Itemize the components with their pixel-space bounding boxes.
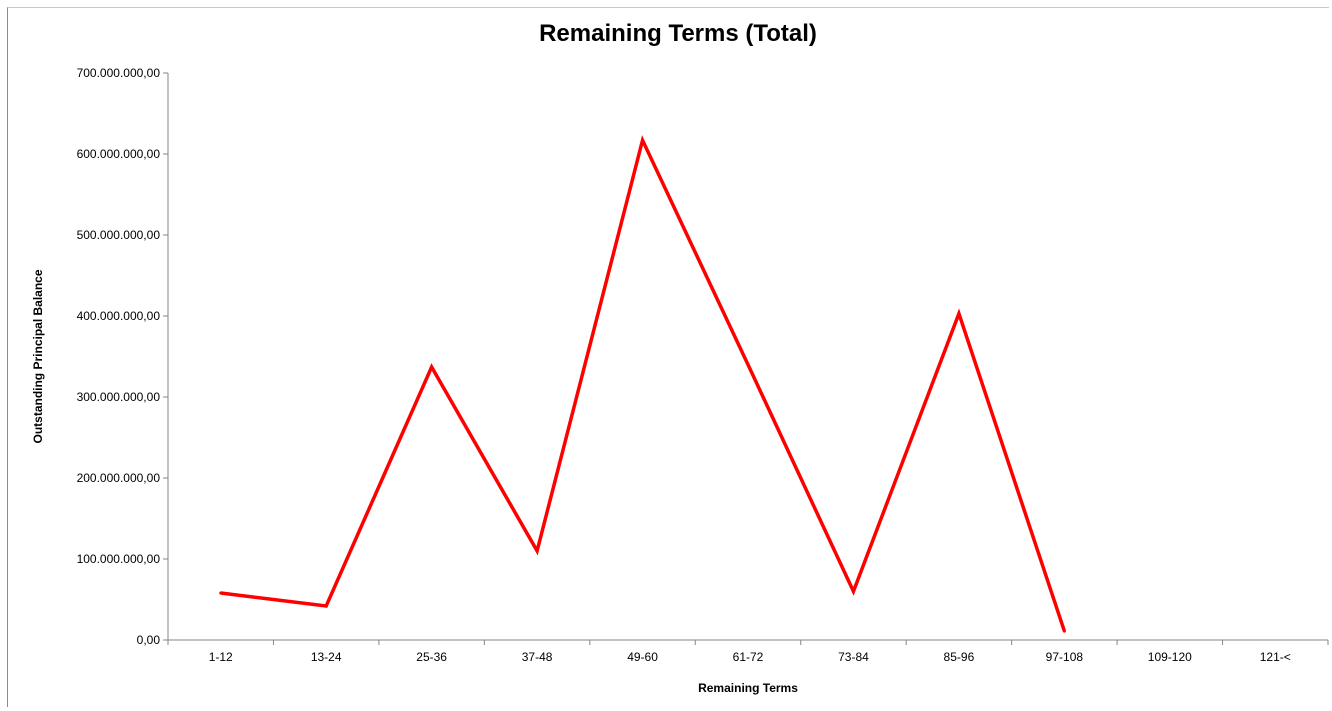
x-tick-label: 25-36 xyxy=(416,650,447,664)
y-tick-label: 0,00 xyxy=(137,633,161,647)
data-point xyxy=(1062,629,1066,633)
x-tick-label: 61-72 xyxy=(733,650,764,664)
data-point xyxy=(957,312,961,316)
y-tick-label: 100.000.000,00 xyxy=(77,552,161,566)
y-tick-label: 400.000.000,00 xyxy=(77,309,161,323)
series-group xyxy=(219,135,1067,633)
data-point xyxy=(430,365,434,369)
data-point xyxy=(641,138,645,142)
x-tick-label: 13-24 xyxy=(311,650,342,664)
chart-title: Remaining Terms (Total) xyxy=(539,20,817,47)
data-point xyxy=(324,604,328,608)
data-point xyxy=(851,589,855,593)
data-point xyxy=(219,591,223,595)
x-tick-label: 109-120 xyxy=(1148,650,1192,664)
x-tick-label: 85-96 xyxy=(944,650,975,664)
y-tick-label: 500.000.000,00 xyxy=(77,228,161,242)
x-tick-label: 73-84 xyxy=(838,650,869,664)
x-tick-label: 1-12 xyxy=(209,650,233,664)
y-tick-label: 700.000.000,00 xyxy=(77,66,161,80)
chart-frame xyxy=(7,7,1329,707)
x-axis-title: Remaining Terms xyxy=(698,681,798,695)
y-axis-title: Outstanding Principal Balance xyxy=(31,269,45,443)
y-axis: 0,00 100.000.000,00 200.000.000,00 300.000.… xyxy=(77,66,169,647)
y-tick-label: 200.000.000,00 xyxy=(77,471,161,485)
x-axis: 1-12 13-24 25-36 37-48 49-60 61-72 73-84 85-96 9… xyxy=(167,639,1329,664)
x-tick-label: 37-48 xyxy=(522,650,553,664)
y-tick-label: 600.000.000,00 xyxy=(77,147,161,161)
x-tick-label: 97-108 xyxy=(1046,650,1084,664)
series-line xyxy=(220,135,1067,632)
data-point xyxy=(535,549,539,553)
y-tick-label: 300.000.000,00 xyxy=(77,390,161,404)
data-point xyxy=(746,363,750,367)
x-tick-label: 121-< xyxy=(1260,650,1291,664)
x-tick-label: 49-60 xyxy=(627,650,658,664)
